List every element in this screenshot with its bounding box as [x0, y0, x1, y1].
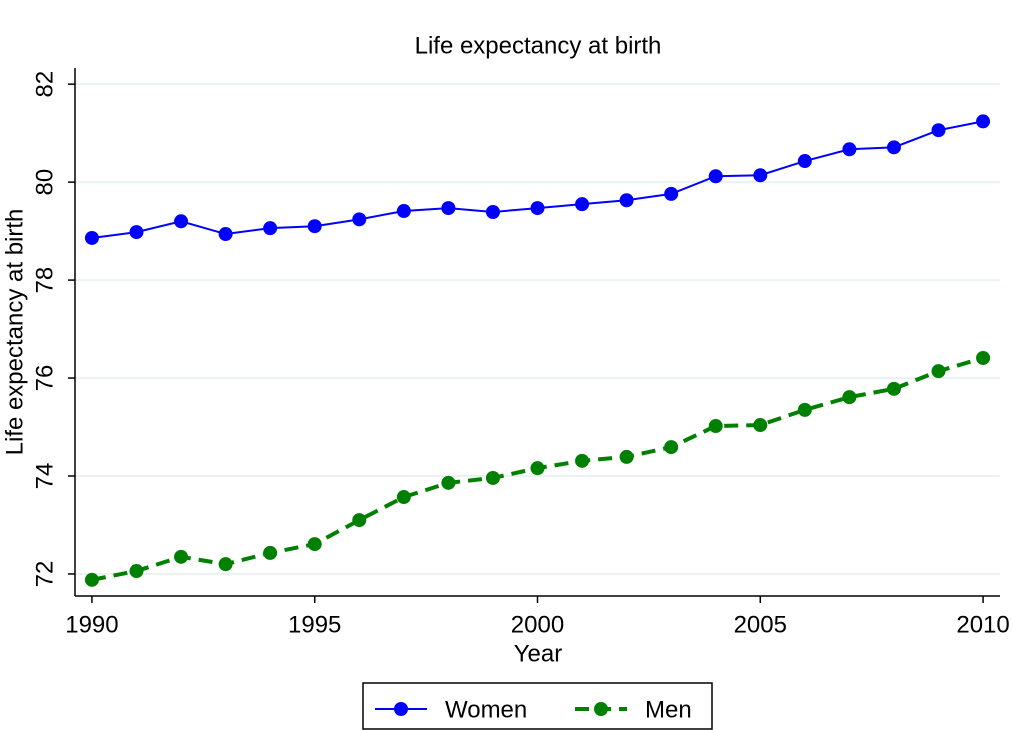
- data-point: [174, 214, 189, 229]
- data-point: [886, 140, 901, 155]
- data-point: [485, 470, 500, 485]
- chart-title: Life expectancy at birth: [415, 32, 662, 59]
- data-point: [530, 201, 545, 216]
- data-point: [753, 168, 768, 183]
- y-tick-label: 74: [31, 463, 58, 490]
- data-point: [84, 230, 99, 245]
- data-point: [396, 490, 411, 505]
- data-point: [129, 225, 144, 240]
- series-line: [91, 120, 984, 239]
- data-point: [263, 545, 278, 560]
- y-tick-label: 80: [31, 169, 58, 196]
- data-point: [664, 186, 679, 201]
- data-point: [619, 193, 634, 208]
- data-point: [708, 419, 723, 434]
- legend-marker: [394, 702, 408, 716]
- data-point: [575, 453, 590, 468]
- data-point: [174, 549, 189, 564]
- data-point: [263, 221, 278, 236]
- y-tick-label: 72: [31, 561, 58, 588]
- data-point: [842, 142, 857, 157]
- data-point: [530, 461, 545, 476]
- x-axis-label: Year: [514, 640, 563, 667]
- data-point: [84, 572, 99, 587]
- y-tick-label: 76: [31, 365, 58, 392]
- data-point: [708, 169, 723, 184]
- data-point: [307, 219, 322, 234]
- data-point: [396, 204, 411, 219]
- data-point: [797, 154, 812, 169]
- data-point: [218, 557, 233, 572]
- data-point: [886, 381, 901, 396]
- data-point: [931, 123, 946, 138]
- legend-box: [362, 682, 713, 730]
- data-point: [575, 197, 590, 212]
- data-point: [797, 402, 812, 417]
- x-tick-label: 2000: [511, 611, 564, 638]
- data-point: [485, 205, 500, 219]
- data-point: [842, 390, 857, 405]
- data-point: [129, 564, 144, 579]
- data-point: [976, 350, 991, 365]
- data-point: [931, 364, 946, 379]
- data-point: [753, 418, 768, 433]
- data-point: [976, 114, 991, 129]
- data-point: [664, 440, 679, 455]
- y-axis-label: Life expectancy at birth: [1, 209, 28, 456]
- data-point: [441, 201, 456, 216]
- y-tick-label: 82: [31, 71, 58, 98]
- data-point: [352, 513, 367, 528]
- data-point: [619, 449, 634, 464]
- data-point: [441, 475, 456, 490]
- x-tick-label: 2010: [956, 611, 1009, 638]
- legend-label: Men: [645, 696, 692, 723]
- x-tick-label: 1990: [65, 611, 118, 638]
- data-point: [218, 227, 233, 242]
- x-tick-label: 2005: [734, 611, 787, 638]
- legend-label: Women: [445, 696, 527, 723]
- x-tick-label: 1995: [288, 611, 341, 638]
- y-tick-label: 78: [31, 267, 58, 294]
- data-point: [352, 212, 367, 227]
- legend-marker: [594, 702, 608, 716]
- data-point: [307, 537, 322, 552]
